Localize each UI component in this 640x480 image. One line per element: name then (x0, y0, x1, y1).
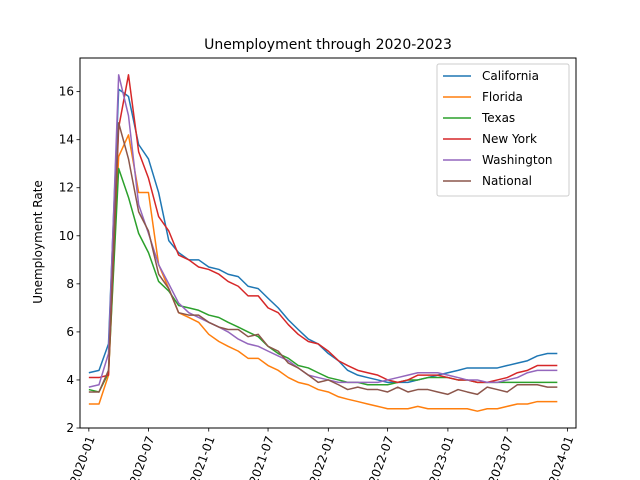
series-line-4 (88, 74, 558, 388)
plot-area (88, 74, 558, 412)
legend-label: California (482, 69, 539, 83)
y-axis: 2 4 6 8 10 12 14 16 (59, 85, 80, 435)
series-line-0 (88, 88, 558, 384)
legend-label: Texas (481, 111, 515, 125)
y-tick-label: 2 (66, 421, 74, 435)
x-tick-label: 2022-07 (366, 434, 396, 480)
x-axis: 2020-01 2020-07 2021-01 2021-07 2022-01 2022-… (67, 428, 576, 480)
y-tick-label: 12 (59, 181, 74, 195)
y-tick-label: 10 (59, 229, 74, 243)
series-line-1 (88, 134, 558, 412)
legend-label: National (482, 174, 532, 188)
x-tick-label: 2022-01 (307, 434, 337, 480)
legend: California Florida Texas New York Washington… (436, 63, 570, 197)
x-tick-label: 2023-01 (426, 434, 456, 480)
x-tick-label: 2021-07 (247, 434, 277, 480)
series-line-2 (88, 167, 558, 393)
x-tick-label: 2024-01 (546, 434, 576, 480)
y-tick-label: 4 (66, 373, 74, 387)
y-tick-label: 14 (59, 133, 74, 147)
legend-label: Florida (482, 90, 523, 104)
series-line-3 (88, 74, 558, 384)
y-tick-label: 6 (66, 325, 74, 339)
x-tick-label: 2021-01 (187, 434, 217, 480)
y-axis-label: Unemployment Rate (31, 180, 45, 304)
chart-title: Unemployment through 2020-2023 (204, 37, 452, 53)
y-tick-label: 16 (59, 85, 74, 99)
legend-label: New York (482, 132, 537, 146)
x-tick-label: 2020-01 (67, 434, 97, 480)
series-line-5 (88, 122, 558, 396)
x-tick-label: 2023-07 (486, 434, 516, 480)
legend-label: Washington (482, 153, 553, 167)
y-tick-label: 8 (66, 277, 74, 291)
x-tick-label: 2020-07 (127, 434, 157, 480)
